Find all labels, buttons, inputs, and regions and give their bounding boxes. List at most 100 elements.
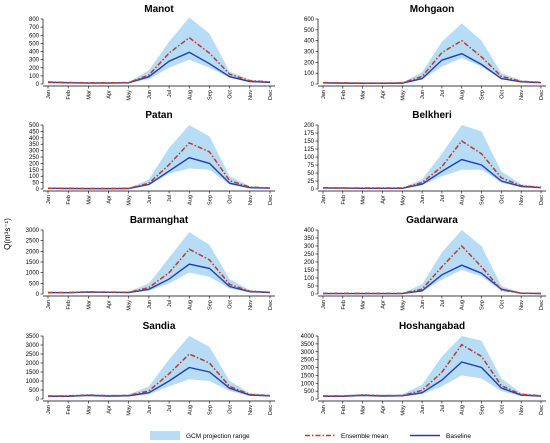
y-tick-label-mohgaon: 400 — [304, 39, 315, 45]
y-tick-label-manot: 600 — [29, 33, 40, 39]
y-tick-label-belkheri: 25 — [307, 179, 314, 185]
x-tick-label-barmanghat: Mar — [86, 300, 92, 310]
x-tick-label-manot: Apr — [107, 90, 113, 99]
x-tick-label-belkheri: Nov — [519, 195, 525, 205]
range-band-barmanghat — [48, 232, 270, 293]
x-tick-label-sandia: Sep — [207, 405, 213, 415]
x-tick-label-mohgaon: Jan — [321, 90, 327, 99]
x-tick-label-patan: Nov — [248, 195, 254, 205]
x-tick-label-sandia: Jul — [167, 405, 173, 412]
range-band-hoshangabad — [323, 336, 541, 397]
y-tick-label-patan: 0 — [36, 187, 40, 193]
x-tick-label-hoshangabad: Jan — [321, 405, 327, 414]
x-tick-label-mohgaon: Apr — [380, 90, 386, 99]
panel-title-belkheri: Belkheri — [412, 110, 452, 121]
panel-title-barmanghat: Barmanghat — [130, 215, 189, 226]
y-tick-label-patan: 500 — [29, 123, 40, 129]
y-tick-label-hoshangabad: 0 — [311, 397, 315, 403]
x-tick-label-sandia: Dec — [268, 405, 274, 415]
panel-mohgaon: Mohgaon 0 100 200 300 400 500 600 Jan Feb Mar Apr Ma… — [304, 4, 546, 101]
y-tick-label-manot: 300 — [29, 58, 40, 64]
x-tick-label-mohgaon: Nov — [519, 90, 525, 100]
y-tick-label-hoshangabad: 3500 — [301, 342, 315, 348]
x-tick-label-belkheri: Sep — [480, 195, 486, 205]
y-tick-label-patan: 200 — [29, 161, 40, 167]
x-tick-label-manot: Sep — [207, 90, 213, 100]
x-tick-label-gadarwara: Dec — [539, 300, 545, 310]
y-tick-label-gadarwara: 350 — [304, 236, 315, 242]
y-tick-label-gadarwara: 250 — [304, 252, 315, 258]
panel-title-hoshangabad: Hoshangabad — [399, 321, 465, 332]
x-tick-label-barmanghat: Aug — [187, 300, 193, 310]
y-tick-label-manot: 800 — [29, 17, 40, 23]
baseline-line-sandia — [48, 366, 271, 397]
x-tick-label-belkheri: Oct — [499, 195, 505, 204]
x-tick-label-patan: May — [127, 195, 133, 206]
x-tick-label-hoshangabad: Sep — [480, 405, 486, 415]
y-tick-label-gadarwara: 150 — [304, 268, 315, 274]
x-tick-label-gadarwara: Mar — [361, 300, 367, 310]
y-tick-label-patan: 150 — [29, 168, 40, 174]
x-tick-label-gadarwara: Jan — [321, 300, 327, 309]
y-tick-label-mohgaon: 0 — [311, 82, 315, 88]
y-tick-label-belkheri: 100 — [304, 155, 315, 161]
x-tick-label-gadarwara: Aug — [460, 300, 466, 310]
y-tick-label-hoshangabad: 2500 — [301, 358, 315, 364]
x-tick-label-barmanghat: Apr — [107, 300, 113, 309]
x-tick-label-gadarwara: Nov — [519, 300, 525, 310]
x-tick-label-sandia: Jan — [46, 405, 52, 414]
x-tick-label-patan: Oct — [228, 195, 234, 204]
legend-range-swatch — [150, 431, 180, 440]
x-tick-label-patan: Sep — [207, 195, 213, 205]
y-tick-label-patan: 100 — [29, 174, 40, 180]
y-tick-label-hoshangabad: 2000 — [301, 366, 315, 372]
legend-baseline-label: Baseline — [446, 433, 471, 440]
x-tick-label-manot: May — [127, 90, 133, 101]
x-tick-label-sandia: Apr — [107, 405, 113, 414]
y-tick-label-patan: 350 — [29, 142, 40, 148]
x-tick-label-hoshangabad: Apr — [380, 405, 386, 414]
ensemble-mean-line-manot — [47, 36, 271, 84]
ensemble-mean-line-hoshangabad — [323, 343, 542, 397]
y-tick-label-barmanghat: 2500 — [26, 239, 40, 245]
y-tick-label-belkheri: 75 — [307, 163, 314, 169]
panel-manot: Manot 0 100 200 300 400 500 600 700 800 Jan Feb Mar A… — [29, 4, 275, 101]
y-tick-label-hoshangabad: 1000 — [301, 381, 315, 387]
y-axis-label: Q(m³s⁻¹) — [3, 218, 12, 250]
panel-barmanghat: Barmanghat 0 500 1000 1500 2000 2500 3000 Jan Feb… — [26, 215, 275, 311]
range-band-patan — [48, 125, 270, 189]
x-tick-label-mohgaon: May — [400, 90, 406, 101]
x-tick-label-manot: Nov — [248, 90, 254, 100]
ensemble-mean-line-belkheri — [322, 139, 542, 189]
x-tick-label-belkheri: Jul — [440, 195, 446, 202]
x-tick-label-patan: Mar — [86, 195, 92, 205]
x-tick-label-gadarwara: Jul — [440, 300, 446, 307]
ensemble-mean-line-gadarwara — [323, 244, 542, 295]
x-tick-label-gadarwara: May — [400, 300, 406, 311]
x-tick-label-sandia: May — [127, 405, 133, 416]
y-tick-label-barmanghat: 2000 — [26, 249, 40, 255]
x-tick-label-manot: Mar — [86, 90, 92, 100]
x-tick-label-sandia: Oct — [228, 405, 234, 414]
y-tick-label-barmanghat: 0 — [36, 292, 40, 298]
range-band-manot — [48, 17, 270, 84]
range-band-sandia — [48, 336, 270, 397]
y-tick-label-belkheri: 150 — [304, 139, 315, 145]
x-tick-label-sandia: Jun — [147, 405, 153, 414]
y-tick-label-sandia: 3000 — [26, 343, 40, 349]
y-tick-label-gadarwara: 0 — [311, 292, 315, 298]
x-tick-label-mohgaon: Oct — [499, 90, 505, 99]
y-tick-label-manot: 400 — [29, 50, 40, 56]
x-tick-label-hoshangabad: Mar — [361, 405, 367, 415]
x-tick-label-mohgaon: Aug — [460, 90, 466, 100]
baseline-line-patan — [47, 156, 271, 190]
y-tick-label-belkheri: 50 — [307, 171, 314, 177]
x-tick-label-patan: Apr — [107, 195, 113, 204]
x-tick-label-manot: Feb — [66, 90, 72, 100]
x-tick-label-hoshangabad: Nov — [519, 405, 525, 415]
y-tick-label-patan: 300 — [29, 149, 40, 155]
x-tick-label-manot: Jan — [46, 90, 52, 99]
